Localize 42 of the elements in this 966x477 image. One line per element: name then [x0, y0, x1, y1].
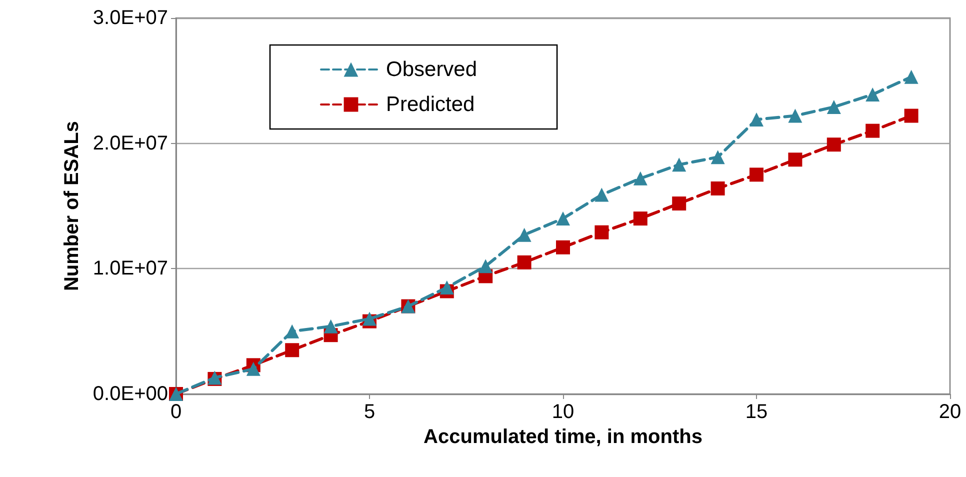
point: [633, 212, 648, 226]
point: [710, 150, 725, 164]
point: [866, 87, 880, 102]
y-tick-label: 2.0E+07: [92, 132, 168, 154]
x-tick-label: 10: [552, 401, 574, 423]
y-tick-label: 3.0E+07: [92, 7, 168, 29]
point: [750, 112, 764, 127]
point: [866, 124, 880, 138]
point: [826, 138, 841, 152]
point: [478, 259, 493, 274]
point: [710, 181, 725, 196]
point: [594, 225, 609, 240]
x-tick-label: 0: [170, 401, 182, 423]
point: [750, 168, 764, 182]
x-axis-title: Accumulated time, in months: [424, 426, 702, 448]
point: [246, 362, 260, 376]
y-axis-title: Number of ESALs: [61, 120, 84, 292]
x-tick-label: 5: [364, 401, 376, 423]
point: [672, 158, 686, 172]
point: [285, 343, 300, 358]
point: [517, 228, 532, 242]
y-tick-label: 0.0E+00: [92, 383, 168, 405]
point: [826, 100, 841, 114]
point: [362, 312, 376, 326]
point: [556, 212, 570, 226]
point: [594, 188, 609, 202]
legend-label: Observed: [386, 58, 478, 81]
point: [517, 255, 532, 270]
point: [556, 240, 570, 254]
point: [904, 108, 918, 123]
point: [324, 319, 338, 334]
x-tick-label: 20: [938, 401, 962, 423]
point: [285, 324, 300, 338]
legend-label: Predicted: [386, 93, 475, 116]
point: [672, 196, 686, 210]
x-tick-label: 15: [745, 401, 768, 423]
point: [788, 152, 802, 167]
point: [440, 280, 454, 294]
y-tick-label: 1.0E+07: [92, 258, 168, 280]
point: [633, 171, 648, 186]
point: [788, 108, 802, 123]
point: [904, 70, 918, 84]
